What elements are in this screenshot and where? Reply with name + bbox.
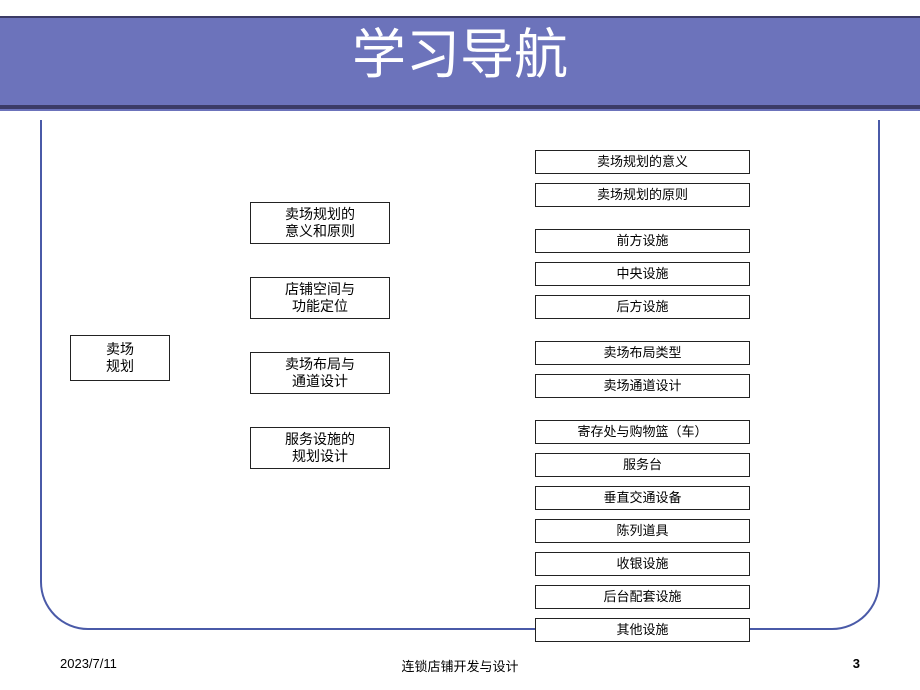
level3-node-10: 陈列道具 <box>535 519 750 543</box>
header-rule-bottom <box>0 105 920 109</box>
level3-node-2-label: 前方设施 <box>616 233 668 249</box>
level3-node-9-label: 垂直交通设备 <box>603 490 681 506</box>
level2-node-3: 服务设施的规划设计 <box>250 427 390 469</box>
level3-node-10-label: 陈列道具 <box>616 523 668 539</box>
level3-node-0: 卖场规划的意义 <box>535 150 750 174</box>
root-node-label: 卖场 <box>106 341 134 359</box>
page-title: 学习导航 <box>0 10 920 89</box>
level2-node-0-label: 卖场规划的 <box>285 206 355 224</box>
level3-node-3: 中央设施 <box>535 262 750 286</box>
level2-node-3-label: 规划设计 <box>292 448 348 466</box>
level3-node-7: 寄存处与购物篮（车） <box>535 420 750 444</box>
level3-node-9: 垂直交通设备 <box>535 486 750 510</box>
footer-center: 连锁店铺开发与设计 <box>0 656 920 675</box>
level3-node-7-label: 寄存处与购物篮（车） <box>577 424 707 440</box>
level3-node-13-label: 其他设施 <box>616 622 668 638</box>
level3-node-8: 服务台 <box>535 453 750 477</box>
level3-node-1: 卖场规划的原则 <box>535 183 750 207</box>
level3-node-5: 卖场布局类型 <box>535 341 750 365</box>
level3-node-12-label: 后台配套设施 <box>603 589 681 605</box>
level3-node-8-label: 服务台 <box>623 457 662 473</box>
level2-node-2-label: 通道设计 <box>292 373 348 391</box>
level3-node-4: 后方设施 <box>535 295 750 319</box>
level3-node-4-label: 后方设施 <box>616 299 668 315</box>
level3-node-6: 卖场通道设计 <box>535 374 750 398</box>
level3-node-5-label: 卖场布局类型 <box>603 345 681 361</box>
level2-node-1-label: 功能定位 <box>292 298 348 316</box>
level2-node-2: 卖场布局与通道设计 <box>250 352 390 394</box>
root-node: 卖场规划 <box>70 335 170 381</box>
level2-node-1-label: 店铺空间与 <box>285 281 355 299</box>
level3-node-2: 前方设施 <box>535 229 750 253</box>
footer: 2023/7/11 连锁店铺开发与设计 3 <box>0 656 920 678</box>
level2-node-0: 卖场规划的意义和原则 <box>250 202 390 244</box>
level3-node-6-label: 卖场通道设计 <box>603 378 681 394</box>
footer-page: 3 <box>853 656 860 671</box>
level3-node-0-label: 卖场规划的意义 <box>597 154 688 170</box>
level3-node-1-label: 卖场规划的原则 <box>597 187 688 203</box>
level2-node-3-label: 服务设施的 <box>285 431 355 449</box>
level3-node-11: 收银设施 <box>535 552 750 576</box>
root-node-label: 规划 <box>106 358 134 376</box>
level2-node-2-label: 卖场布局与 <box>285 356 355 374</box>
level3-node-11-label: 收银设施 <box>616 556 668 572</box>
level3-node-12: 后台配套设施 <box>535 585 750 609</box>
level3-node-3-label: 中央设施 <box>616 266 668 282</box>
level3-node-13: 其他设施 <box>535 618 750 642</box>
level2-node-1: 店铺空间与功能定位 <box>250 277 390 319</box>
level2-node-0-label: 意义和原则 <box>285 223 355 241</box>
